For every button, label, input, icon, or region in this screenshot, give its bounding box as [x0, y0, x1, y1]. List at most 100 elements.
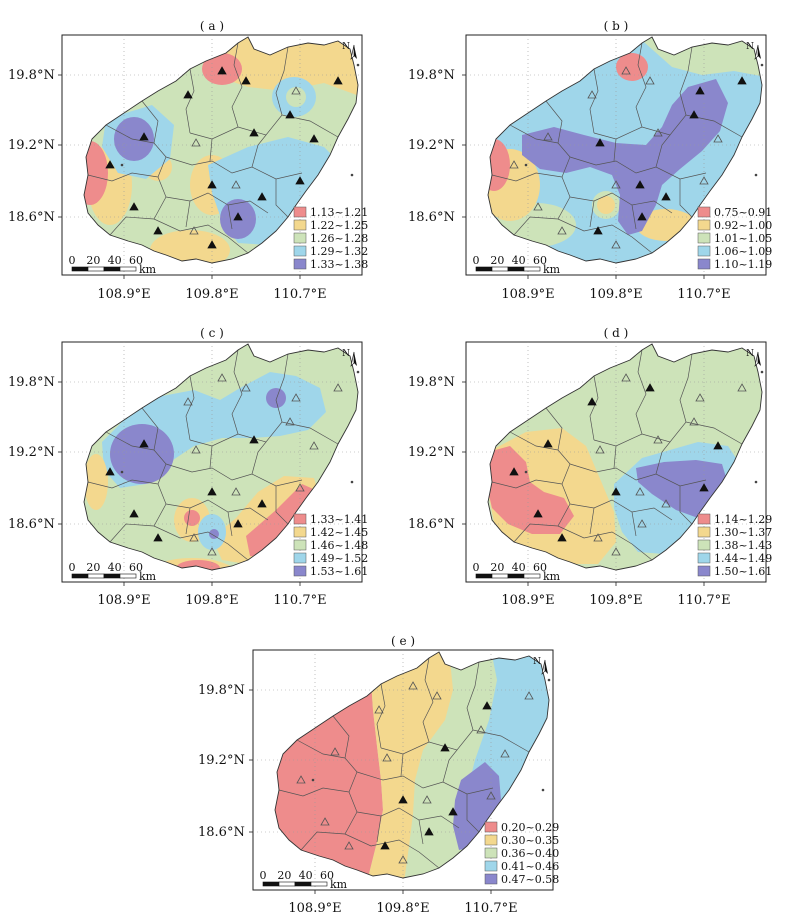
county-boundaries	[491, 42, 743, 254]
open-triangle-station-icon	[382, 753, 392, 762]
open-triangle-station-icon	[486, 791, 496, 800]
open-triangle-station-icon	[217, 373, 227, 382]
filled-triangle-station-icon	[139, 132, 149, 141]
legend: 1.13~1.211.22~1.251.26~1.281.29~1.321.33…	[293, 206, 368, 271]
open-triangle-station-icon	[398, 855, 408, 864]
svg-text:km: km	[330, 878, 348, 891]
filled-triangle-station-icon	[333, 76, 343, 85]
legend-swatch	[697, 219, 711, 231]
legend-label: 1.49~1.52	[310, 552, 368, 565]
svg-text:60: 60	[320, 869, 334, 882]
legend-swatch	[293, 245, 307, 257]
open-triangle-station-icon	[432, 691, 442, 700]
filled-triangle-station-icon	[440, 743, 450, 752]
filled-triangle-station-icon	[611, 487, 621, 496]
longitude-label: 110.7°E	[464, 901, 517, 916]
open-triangle-station-icon	[330, 747, 340, 756]
svg-text:40: 40	[512, 561, 526, 574]
open-triangle-station-icon	[231, 487, 241, 496]
open-triangle-station-icon	[593, 533, 603, 542]
filled-triangle-station-icon	[129, 202, 139, 211]
open-triangle-station-icon	[408, 681, 418, 690]
filled-triangle-station-icon	[645, 383, 655, 392]
filled-triangle-station-icon	[509, 467, 519, 476]
svg-text:km: km	[139, 263, 157, 276]
svg-text:20: 20	[86, 254, 100, 267]
open-triangle-station-icon	[645, 76, 655, 85]
filled-triangle-station-icon	[595, 138, 605, 147]
filled-triangle-station-icon	[249, 435, 259, 444]
longitude-label: 108.9°E	[501, 593, 554, 608]
svg-text:60: 60	[129, 254, 143, 267]
north-arrow-icon: N	[533, 657, 548, 675]
filled-triangle-station-icon	[713, 441, 723, 450]
zone	[246, 484, 320, 558]
legend-swatch	[697, 232, 711, 244]
open-triangle-station-icon	[557, 226, 567, 235]
filled-triangle-station-icon	[257, 192, 267, 201]
islet	[356, 63, 360, 67]
legend-swatch	[697, 552, 711, 564]
longitude-label: 109.8°E	[589, 287, 642, 302]
islet	[760, 370, 764, 374]
legend-swatch	[697, 539, 711, 551]
filled-triangle-station-icon	[153, 226, 163, 235]
map-panel-e: ( e ) N 0.20~0.290.30~0.350.36~0.400.41~0.…	[252, 634, 559, 891]
legend-label: 1.44~1.49	[714, 552, 772, 565]
zone	[202, 37, 358, 97]
longitude-label: 108.9°E	[288, 901, 341, 916]
filled-triangle-station-icon	[448, 807, 458, 816]
zone	[597, 196, 615, 214]
open-triangle-station-icon	[320, 817, 330, 826]
open-triangle-station-icon	[524, 691, 534, 700]
filled-triangle-station-icon	[482, 701, 492, 710]
filled-triangle-station-icon	[635, 180, 645, 189]
legend-label: 0.30~0.35	[501, 834, 559, 847]
open-triangle-station-icon	[422, 795, 432, 804]
stations	[105, 373, 343, 556]
filled-triangle-station-icon	[105, 467, 115, 476]
open-triangle-station-icon	[611, 547, 621, 556]
map-panel-a: ( a ) N 1.13~1.211.22~1.251.26~1.281.29~1.…	[61, 19, 368, 276]
legend-swatch	[293, 232, 307, 244]
open-triangle-station-icon	[309, 441, 319, 450]
filled-triangle-station-icon	[380, 841, 390, 850]
legend: 1.14~1.291.30~1.371.38~1.431.44~1.491.50…	[697, 513, 772, 578]
north-label: N	[533, 657, 541, 667]
svg-text:20: 20	[490, 561, 504, 574]
legend-swatch	[697, 245, 711, 257]
county-boundaries	[87, 42, 339, 254]
islet	[356, 370, 360, 374]
panel-label: ( a )	[200, 19, 224, 33]
longitude-label: 109.8°E	[376, 901, 429, 916]
filled-triangle-station-icon	[153, 533, 163, 542]
open-triangle-station-icon	[621, 373, 631, 382]
svg-text:60: 60	[533, 561, 547, 574]
open-triangle-station-icon	[191, 138, 201, 147]
zone	[114, 117, 154, 161]
legend-swatch	[697, 513, 711, 525]
filled-triangle-station-icon	[207, 240, 217, 249]
filled-triangle-station-icon	[139, 439, 149, 448]
filled-triangle-station-icon	[249, 128, 259, 137]
filled-triangle-station-icon	[737, 76, 747, 85]
svg-text:40: 40	[108, 254, 122, 267]
longitude-label: 109.8°E	[589, 593, 642, 608]
legend-label: 1.33~1.41	[310, 513, 368, 526]
north-arrow-icon: N	[342, 349, 357, 367]
legend-swatch	[697, 565, 711, 577]
svg-text:km: km	[543, 570, 561, 583]
islet	[541, 788, 545, 792]
open-triangle-station-icon	[333, 383, 343, 392]
open-triangle-station-icon	[661, 499, 671, 508]
value-zones	[488, 37, 762, 263]
open-triangle-station-icon	[611, 240, 621, 249]
north-arrow-icon: N	[746, 42, 761, 60]
filled-triangle-station-icon	[295, 176, 305, 185]
zone	[84, 141, 108, 205]
legend-label: 1.13~1.21	[310, 206, 368, 219]
legend: 0.75~0.910.92~1.001.01~1.051.06~1.091.10…	[697, 206, 772, 271]
islet	[754, 173, 758, 177]
